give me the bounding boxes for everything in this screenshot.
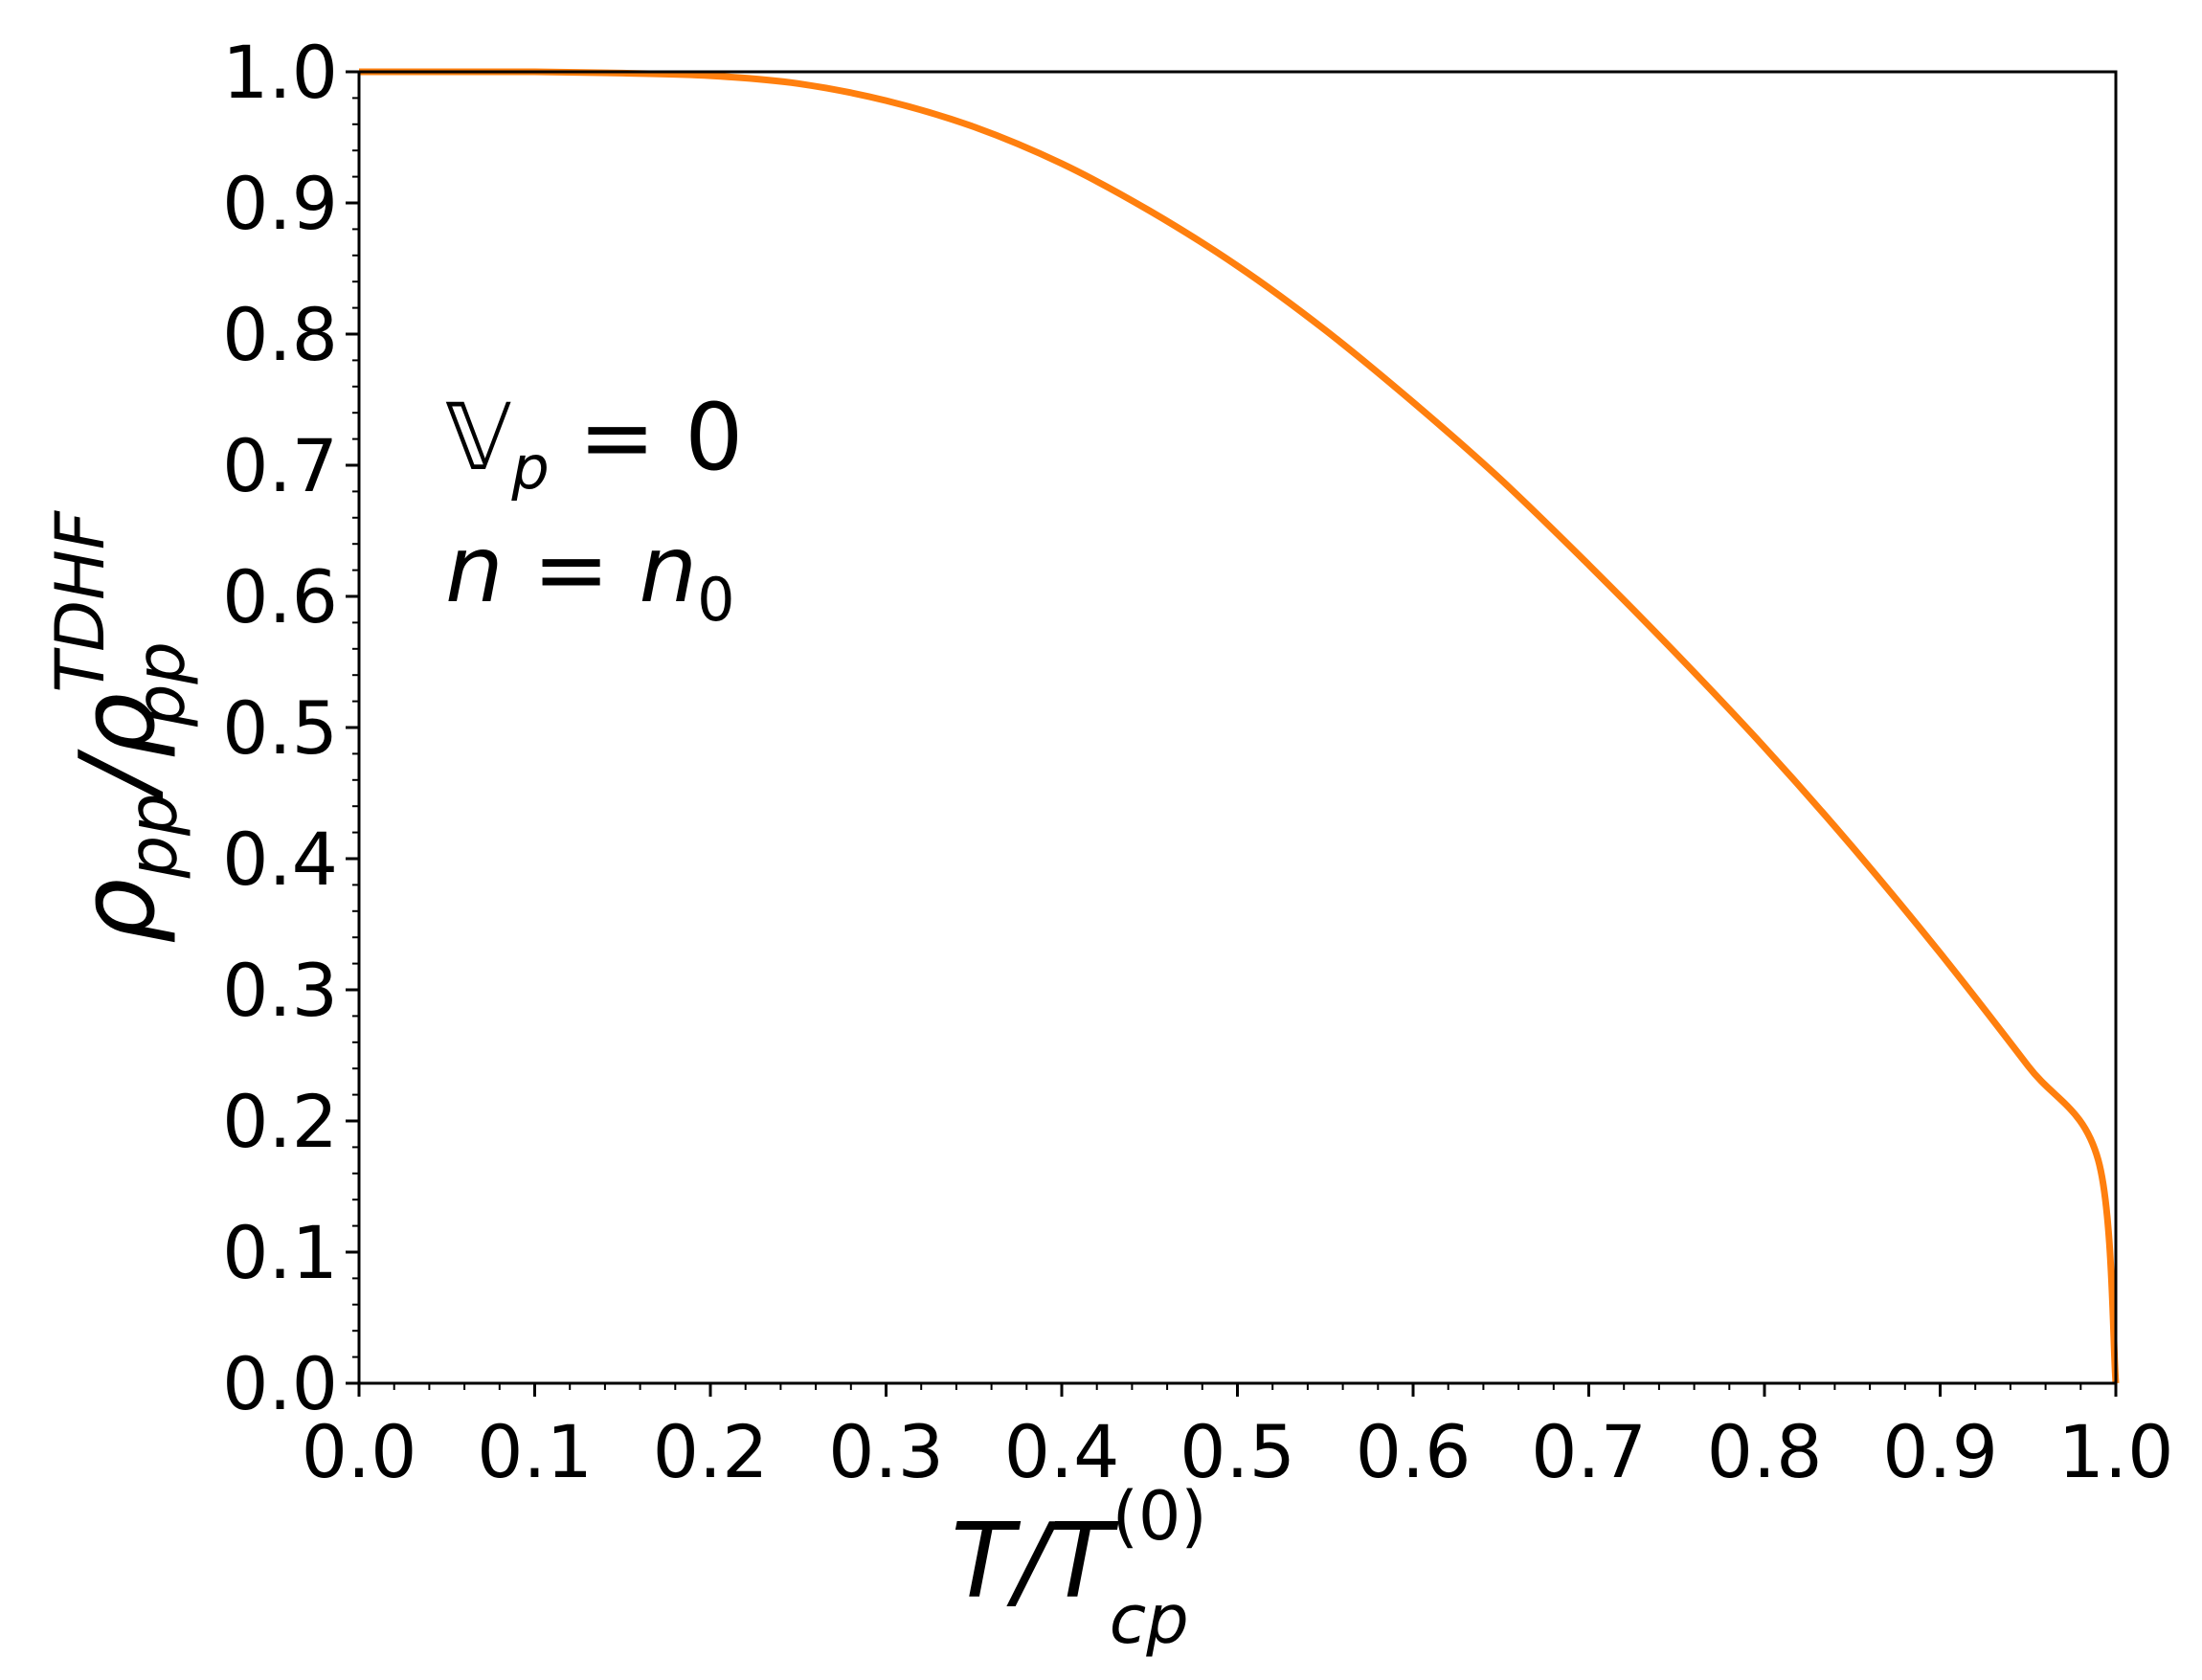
x-tick-label: 0.9 [1882,1409,1998,1494]
x-axis-label: T/T(0) cp [951,1477,1206,1659]
x-axis-label-sup: (0) [1112,1477,1207,1556]
y-tick-label: 0.9 [222,161,338,246]
annotation-1-symbol: 𝕍 [445,384,511,491]
x-axis-label-sub: cp [1110,1580,1189,1659]
y-tick-label: 0.5 [222,685,338,771]
series-line-0 [358,68,2120,1384]
y-axis-label-sub: pp [114,794,192,880]
y-tick-label: 1.0 [222,30,338,115]
x-tick-label: 0.1 [477,1409,593,1494]
y-tick-label: 0.6 [222,554,338,639]
x-tick-label: 0.3 [828,1409,944,1494]
annotation-2-symbol: n [445,516,504,623]
y-tick-label: 0.0 [222,1341,338,1426]
plot-background [359,72,2116,1383]
x-tick-label: 0.7 [1531,1409,1647,1494]
y-tick-label: 0.8 [222,292,338,377]
major-ticks [346,70,2118,1397]
x-tick-label: 0.0 [302,1409,417,1494]
y-tick-label: 0.1 [222,1210,338,1295]
y-axis-label-main: ρ [58,878,178,944]
annotation-line-2: n = n0 [445,516,735,635]
y-tick-label: 0.3 [222,948,338,1033]
annotation-1-sub: p [510,433,549,503]
x-tick-label: 0.8 [1707,1409,1823,1494]
y-tick-label: 0.2 [222,1079,338,1164]
x-tick-label: 0.2 [653,1409,769,1494]
plot-frame [357,70,2118,1385]
x-axis-label-main: T/T [951,1502,1118,1622]
y-axis-label-sep: /ρ [58,693,178,801]
x-tick-label: 1.0 [2058,1409,2174,1494]
y-tick-labels: 0.0 0.1 0.2 0.3 0.4 0.5 0.6 0.7 0.8 0.9 1.0 [222,30,338,1426]
annotation-1-rest: = 0 [550,384,744,491]
y-tick-label: 0.7 [222,423,338,508]
annotation-2-sub: 0 [697,565,734,635]
y-axis-label-sup2: TDHF [41,509,120,692]
annotation-line-1: 𝕍p = 0 [445,384,743,503]
x-tick-label: 0.6 [1356,1409,1472,1494]
x-tick-label: 0.5 [1180,1409,1295,1494]
y-tick-label: 0.4 [222,817,338,902]
x-tick-label: 0.4 [1004,1409,1120,1494]
series-layer [358,68,2120,1384]
x-tick-labels: 0.0 0.1 0.2 0.3 0.4 0.5 0.6 0.7 0.8 0.9 1.0 [302,1409,2174,1494]
y-axis-label: ρpp/ρTDHFpp [41,509,200,944]
annotation-2-rest: = n [504,516,697,623]
y-axis-label-sub2: pp [122,641,200,728]
